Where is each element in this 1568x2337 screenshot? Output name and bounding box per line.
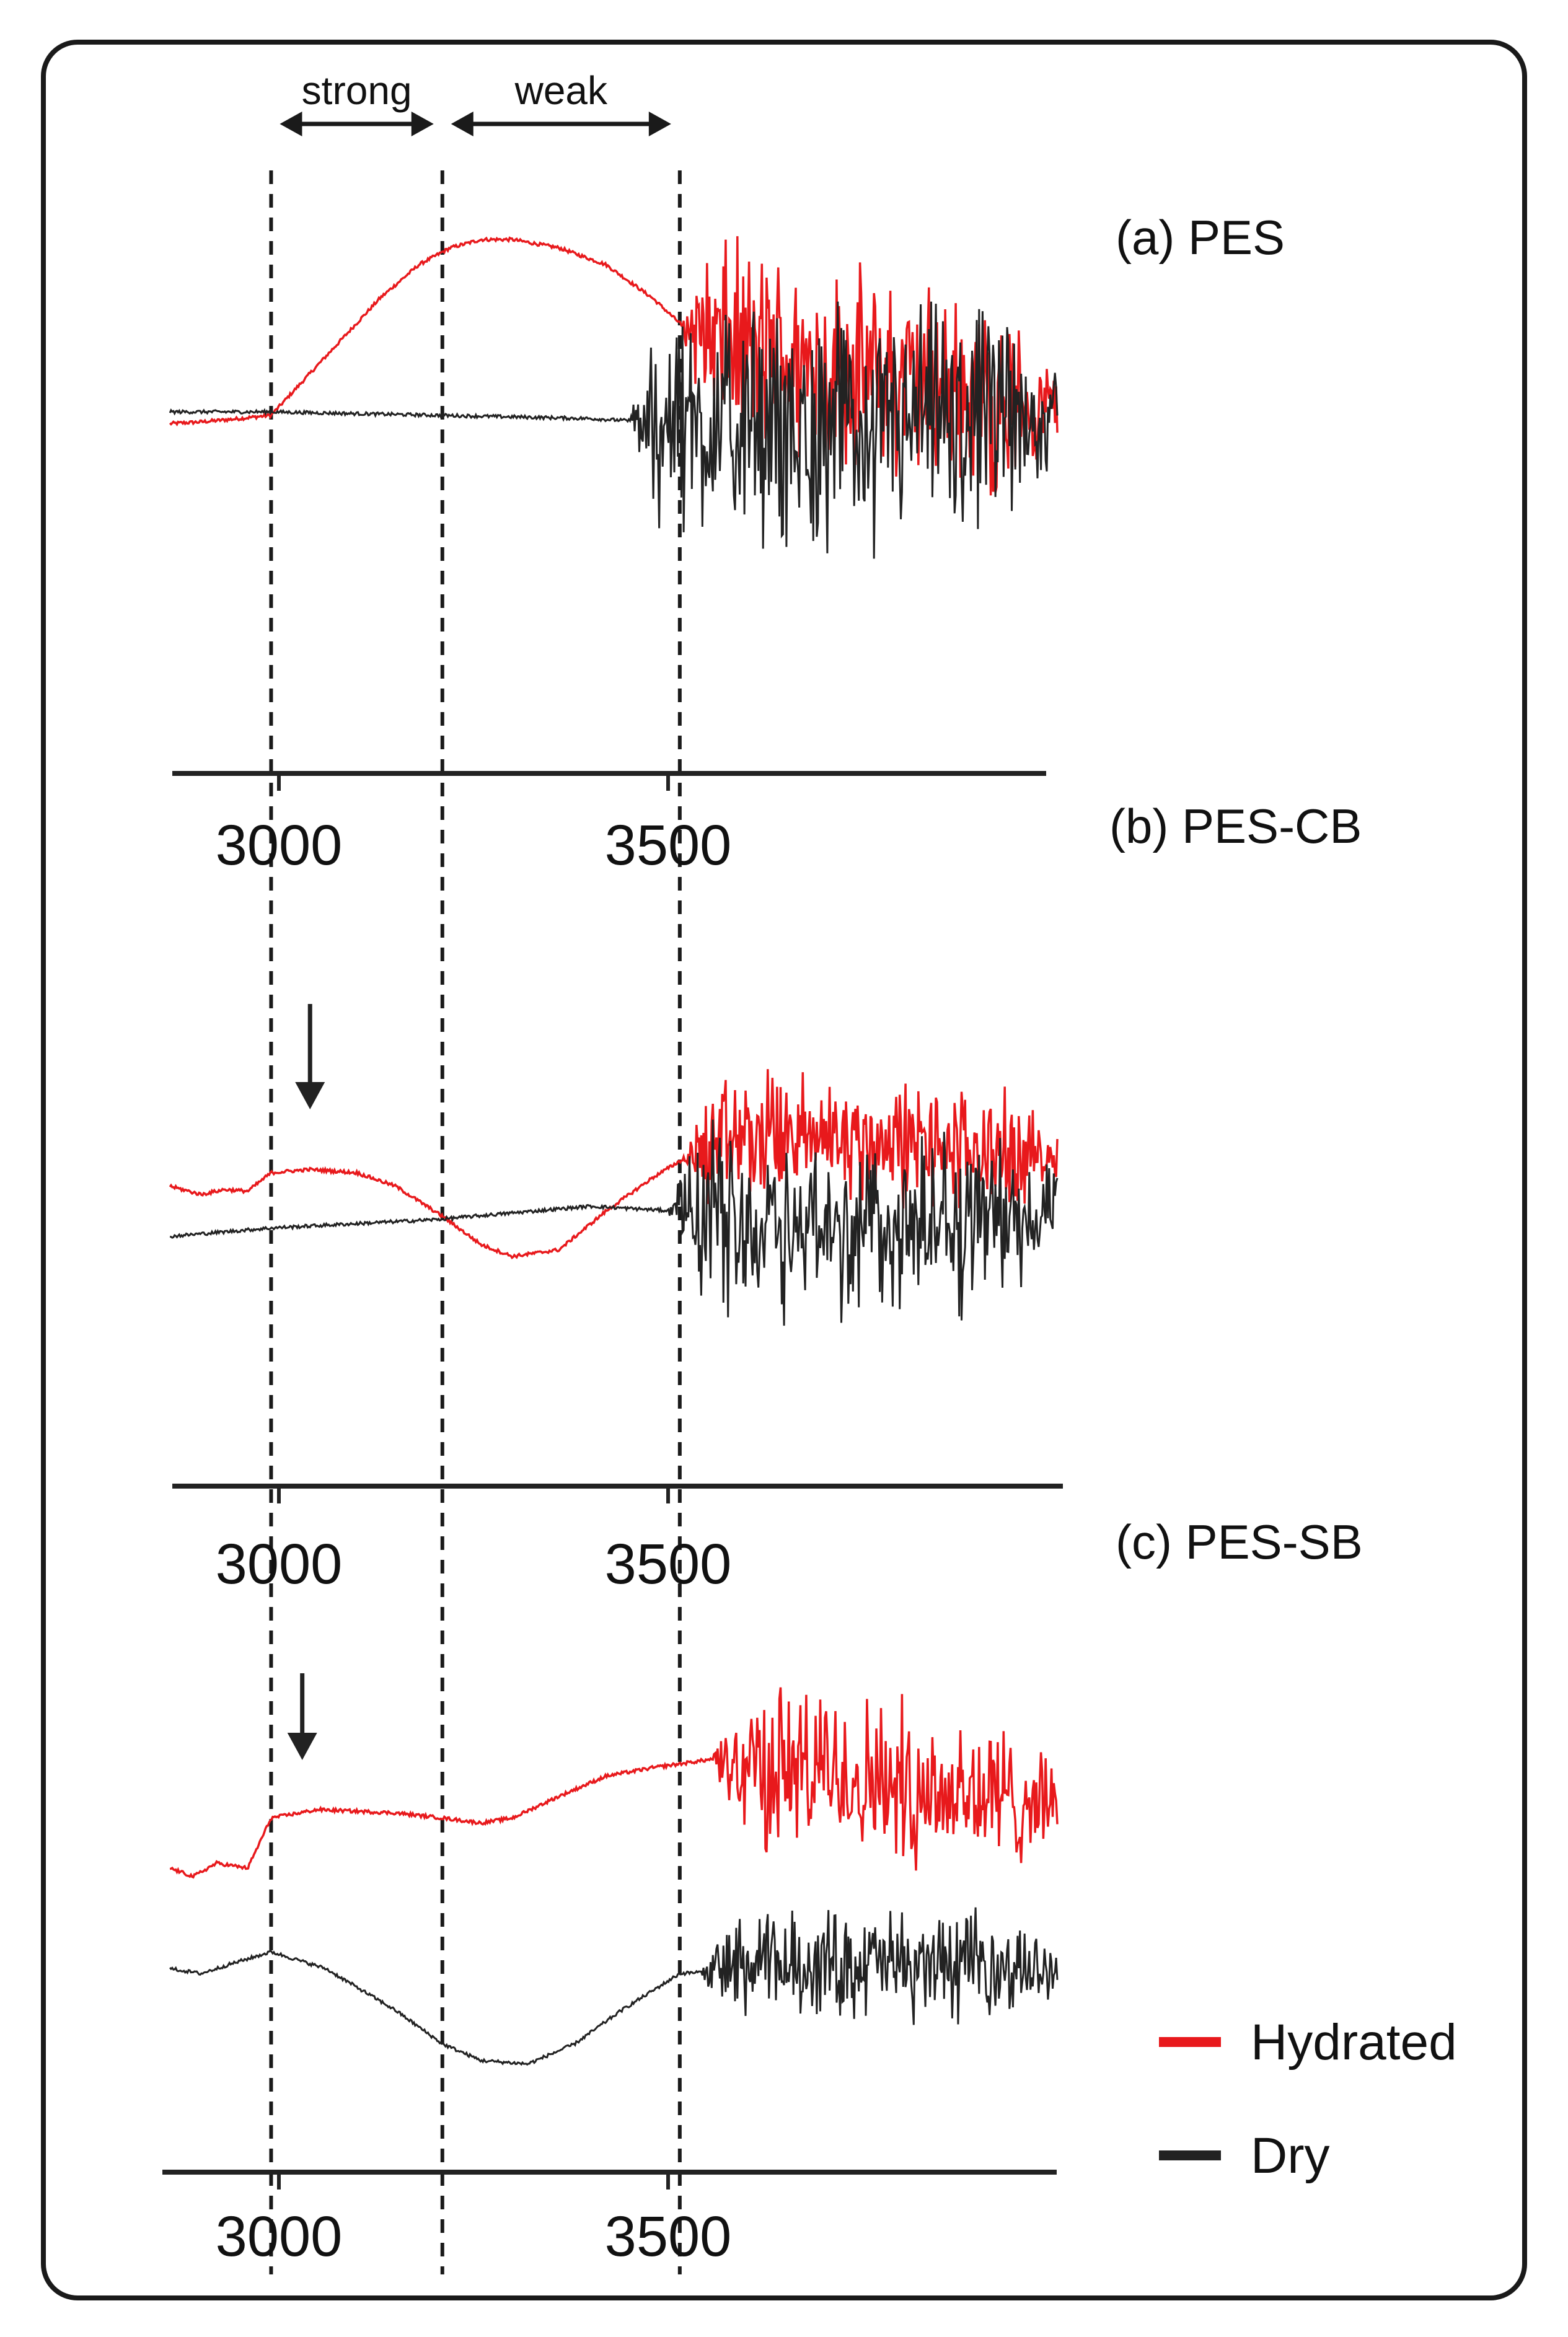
x-tick-label-3500: 3500 [605, 2205, 732, 2268]
legend-swatch-dry [1159, 2150, 1221, 2160]
legend-label-dry: Dry [1251, 2128, 1330, 2184]
series-hydrated-line [169, 1687, 1059, 1879]
legend-label-hydrated: Hydrated [1251, 2014, 1457, 2071]
band-annotations: strong weak [280, 68, 671, 136]
region-label-weak: weak [514, 68, 608, 113]
region-arrow-head-left [280, 112, 302, 136]
region-arrow-head-right [411, 112, 434, 136]
annotation-arrow-head [295, 1082, 325, 1109]
x-tick-label-3000: 3000 [216, 814, 343, 877]
x-tick-label-3000: 3000 [216, 1533, 343, 1596]
x-tick-label-3500: 3500 [605, 1533, 732, 1596]
x-tick-label-3000: 3000 [216, 2205, 343, 2268]
region-label-strong: strong [302, 68, 412, 113]
series-dry-line [169, 1907, 1059, 2066]
legend: Hydrated Dry [1159, 2014, 1457, 2184]
reference-lines [269, 170, 682, 2274]
panel-c: 3000 3500 (c) PES-SB [162, 1515, 1363, 2268]
region-arrow-head-left [451, 112, 473, 136]
legend-swatch-hydrated [1159, 2037, 1221, 2047]
series-hydrated-line [169, 236, 1059, 496]
x-tick-label-3500: 3500 [605, 814, 732, 877]
panel-b: 3000 3500 (b) PES-CB [169, 799, 1362, 1596]
panel-a: 3000 3500 (a) PES [169, 210, 1285, 877]
panel-label: (b) PES-CB [1109, 799, 1362, 853]
panel-label: (c) PES-SB [1116, 1515, 1363, 1569]
series-dry-line [169, 301, 1059, 559]
annotation-arrow-head [287, 1733, 317, 1760]
region-arrow-head-right [648, 112, 671, 136]
panel-label: (a) PES [1116, 210, 1285, 265]
series-dry-line [169, 1119, 1059, 1326]
